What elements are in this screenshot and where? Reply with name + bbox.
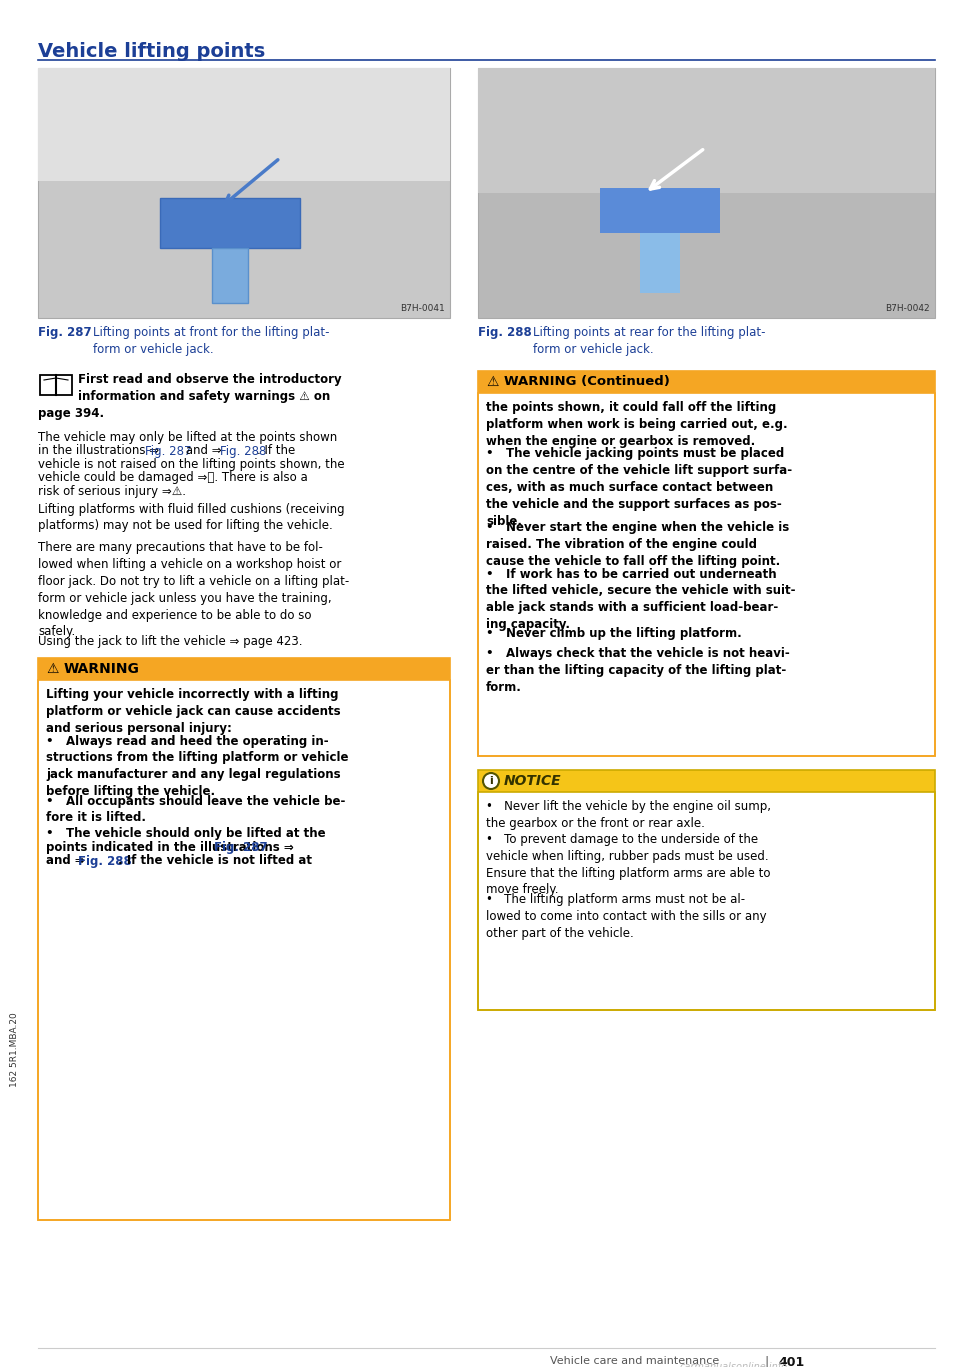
- Bar: [478, 68, 935, 193]
- Text: page 394.: page 394.: [38, 407, 104, 420]
- Text: Vehicle lifting points: Vehicle lifting points: [38, 42, 265, 62]
- Text: i: i: [490, 776, 492, 786]
- Text: •   If work has to be carried out underneath
the lifted vehicle, secure the vehi: • If work has to be carried out undernea…: [486, 567, 796, 632]
- Text: 401: 401: [778, 1356, 804, 1367]
- Text: and ⇒: and ⇒: [46, 854, 89, 868]
- Text: |: |: [764, 1356, 768, 1367]
- Text: vehicle is not raised on the lifting points shown, the: vehicle is not raised on the lifting poi…: [38, 458, 345, 472]
- Text: Fig. 288: Fig. 288: [220, 444, 266, 458]
- Bar: [478, 770, 935, 1010]
- Text: vehicle could be damaged ⇒ⓘ. There is also a: vehicle could be damaged ⇒ⓘ. There is al…: [38, 472, 308, 484]
- Bar: [478, 370, 935, 756]
- Bar: [478, 392, 935, 756]
- Text: There are many precautions that have to be fol-
lowed when lifting a vehicle on : There are many precautions that have to …: [38, 541, 349, 638]
- Text: NOTICE: NOTICE: [504, 774, 562, 787]
- Text: Using the jack to lift the vehicle ⇒ page 423.: Using the jack to lift the vehicle ⇒ pag…: [38, 634, 302, 648]
- Text: Fig. 287: Fig. 287: [145, 444, 191, 458]
- Text: ⚠: ⚠: [46, 662, 59, 677]
- FancyBboxPatch shape: [56, 375, 72, 395]
- Text: WARNING (Continued): WARNING (Continued): [504, 375, 670, 388]
- Text: in the illustrations ⇒: in the illustrations ⇒: [38, 444, 163, 458]
- Text: and ⇒: and ⇒: [182, 444, 226, 458]
- Bar: [38, 679, 450, 1219]
- Text: . If the vehicle is not lifted at: . If the vehicle is not lifted at: [118, 854, 312, 868]
- Text: •   Always read and heed the operating in-
structions from the lifting platform : • Always read and heed the operating in-…: [46, 734, 348, 798]
- Text: Lifting your vehicle incorrectly with a lifting
platform or vehicle jack can cau: Lifting your vehicle incorrectly with a …: [46, 688, 341, 734]
- Text: Fig. 288: Fig. 288: [478, 325, 532, 339]
- Bar: [600, 189, 720, 232]
- Text: ⚠: ⚠: [486, 375, 498, 390]
- Text: points indicated in the illustrations ⇒: points indicated in the illustrations ⇒: [46, 841, 298, 854]
- Text: Fig. 287: Fig. 287: [214, 841, 268, 854]
- Text: risk of serious injury ⇒⚠.: risk of serious injury ⇒⚠.: [38, 485, 186, 498]
- Bar: [38, 68, 450, 319]
- Text: •   The lifting platform arms must not be al-
lowed to come into contact with th: • The lifting platform arms must not be …: [486, 893, 767, 939]
- Text: the points shown, it could fall off the lifting
platform when work is being carr: the points shown, it could fall off the …: [486, 401, 787, 447]
- Text: •   Always check that the vehicle is not heavi-
er than the lifting capacity of : • Always check that the vehicle is not h…: [486, 647, 790, 693]
- Bar: [160, 198, 300, 247]
- Text: Fig. 287: Fig. 287: [38, 325, 91, 339]
- Text: 162 5R1.MBA.20: 162 5R1.MBA.20: [11, 1013, 19, 1087]
- Text: •   The vehicle should only be lifted at the: • The vehicle should only be lifted at t…: [46, 827, 325, 841]
- Bar: [212, 247, 248, 303]
- Text: First read and observe the introductory
information and safety warnings ⚠ on: First read and observe the introductory …: [78, 373, 342, 403]
- Text: B7H-0042: B7H-0042: [885, 303, 930, 313]
- Text: Vehicle care and maintenance: Vehicle care and maintenance: [550, 1356, 719, 1366]
- Bar: [38, 658, 450, 679]
- Bar: [478, 370, 935, 392]
- FancyBboxPatch shape: [40, 375, 56, 395]
- Bar: [640, 232, 680, 293]
- Text: Lifting platforms with fluid filled cushions (receiving
platforms) may not be us: Lifting platforms with fluid filled cush…: [38, 503, 345, 532]
- Text: •   All occupants should leave the vehicle be-
fore it is lifted.: • All occupants should leave the vehicle…: [46, 794, 346, 824]
- Circle shape: [483, 772, 499, 789]
- Text: . If the: . If the: [257, 444, 296, 458]
- Bar: [478, 68, 935, 319]
- Text: •   The vehicle jacking points must be placed
on the centre of the vehicle lift : • The vehicle jacking points must be pla…: [486, 447, 792, 528]
- Text: •   To prevent damage to the underside of the
vehicle when lifting, rubber pads : • To prevent damage to the underside of …: [486, 833, 771, 897]
- Text: The vehicle may only be lifted at the points shown: The vehicle may only be lifted at the po…: [38, 431, 337, 444]
- Bar: [38, 658, 450, 1219]
- Text: Fig. 288: Fig. 288: [78, 854, 132, 868]
- Text: B7H-0041: B7H-0041: [400, 303, 445, 313]
- Text: WARNING: WARNING: [64, 662, 140, 677]
- Text: •   Never start the engine when the vehicle is
raised. The vibration of the engi: • Never start the engine when the vehicl…: [486, 521, 789, 567]
- Bar: [478, 770, 935, 791]
- Text: •   Never climb up the lifting platform.: • Never climb up the lifting platform.: [486, 627, 742, 641]
- Bar: [38, 68, 450, 180]
- Text: Lifting points at rear for the lifting plat-
form or vehicle jack.: Lifting points at rear for the lifting p…: [533, 325, 765, 355]
- Bar: [478, 791, 935, 1010]
- Text: Lifting points at front for the lifting plat-
form or vehicle jack.: Lifting points at front for the lifting …: [93, 325, 329, 355]
- Text: •   Never lift the vehicle by the engine oil sump,
the gearbox or the front or r: • Never lift the vehicle by the engine o…: [486, 800, 771, 830]
- Text: carmanualsonline.info: carmanualsonline.info: [680, 1362, 788, 1367]
